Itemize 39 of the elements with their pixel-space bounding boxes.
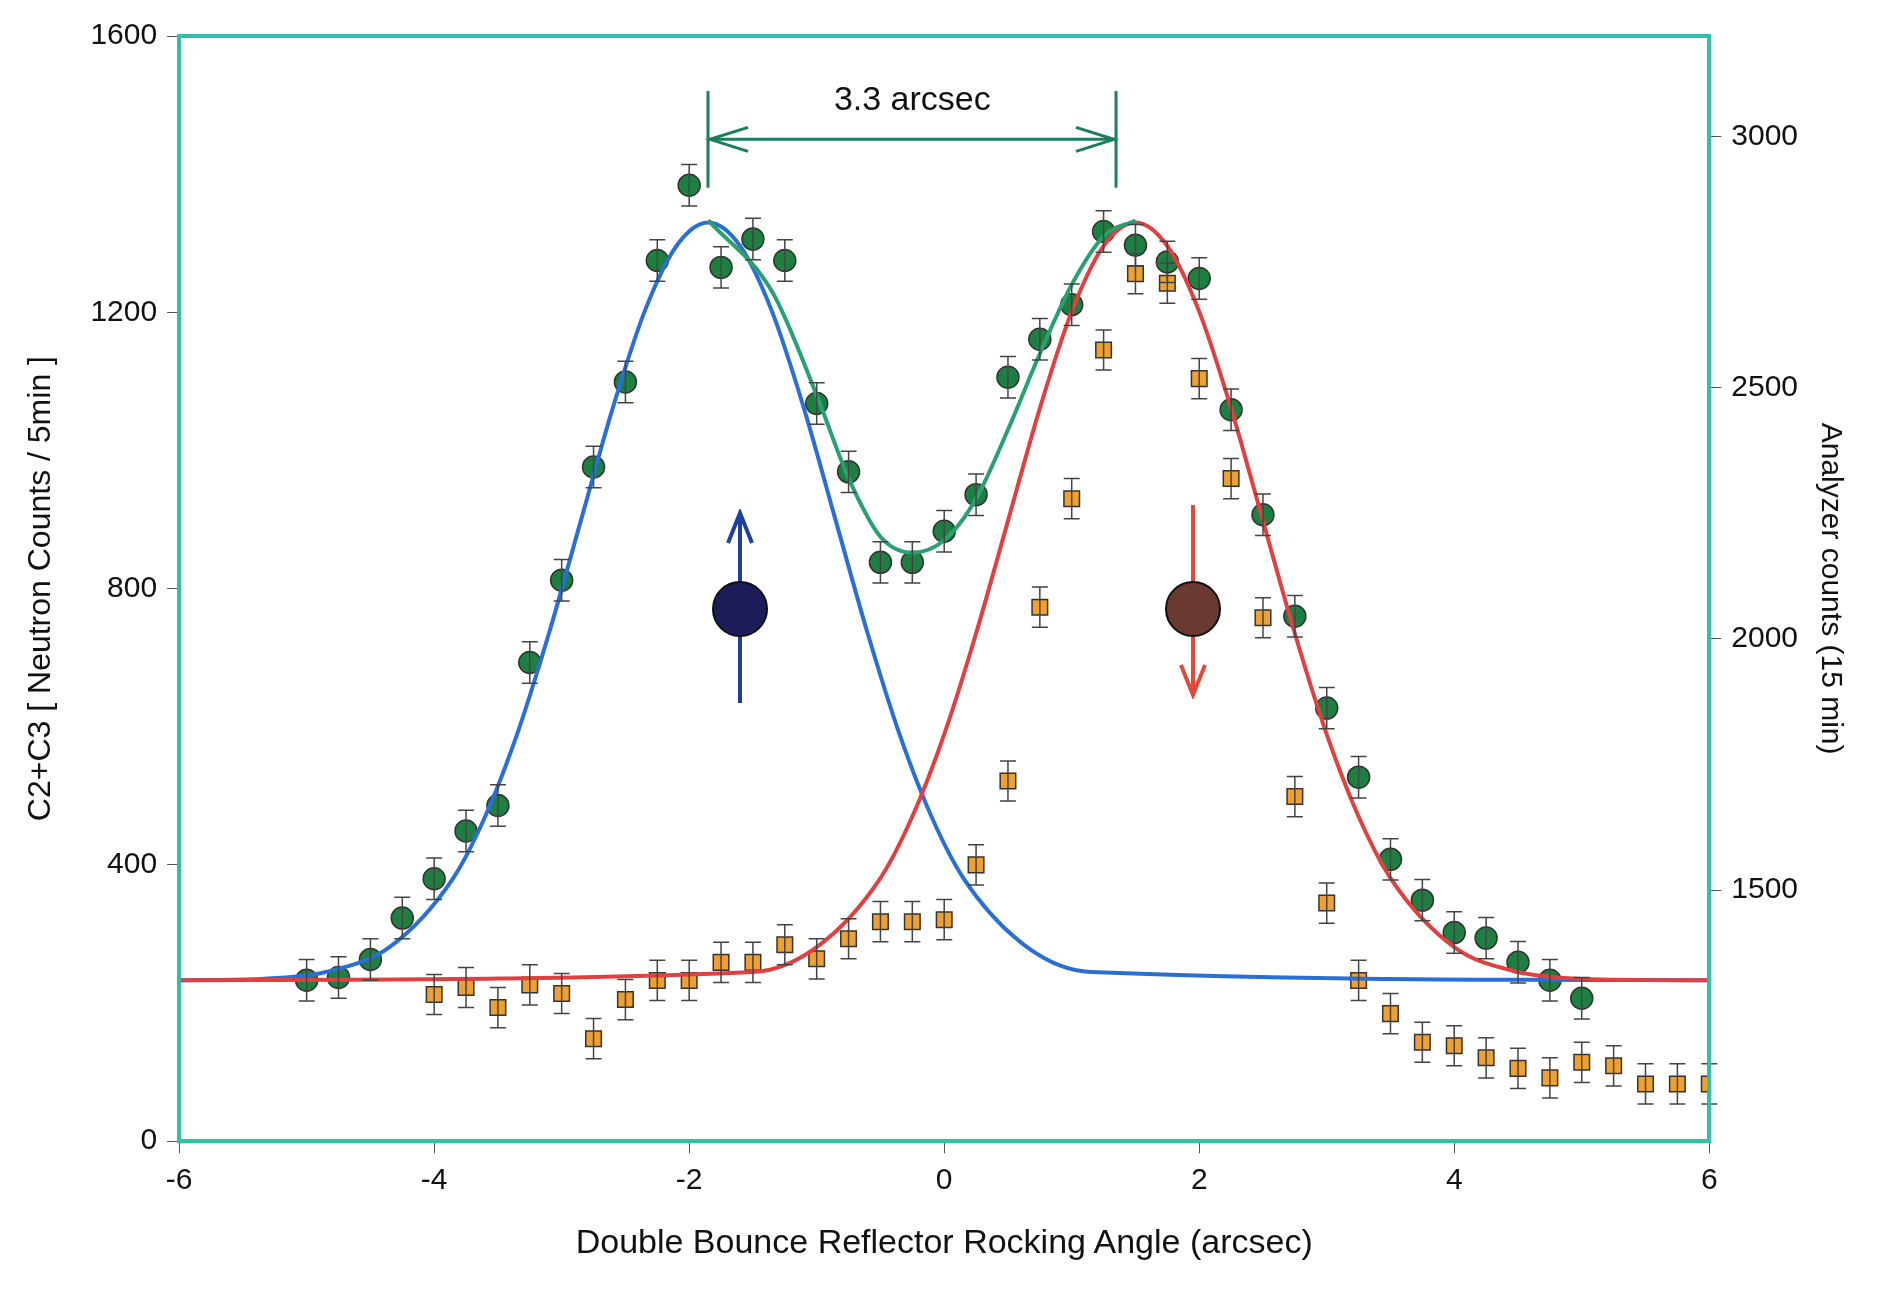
y-tick-label: 1200 (90, 293, 158, 327)
point (585, 1030, 603, 1048)
y-tick-label: 800 (107, 569, 158, 603)
point (1318, 894, 1336, 912)
point (1410, 888, 1435, 912)
y-axis-title: C2+C3 [ Neutron Counts / 5min ] (21, 356, 58, 822)
point (390, 906, 415, 930)
point (868, 550, 893, 575)
y-tick-label: 1600 (90, 17, 158, 51)
point (871, 913, 889, 931)
x-tick-label: 2 (1190, 1162, 1208, 1196)
annotation: 3.3 arcsec (833, 78, 991, 117)
point (1668, 1075, 1686, 1093)
x-tick-label: -6 (165, 1162, 193, 1196)
y2-tick-label: 2500 (1731, 368, 1799, 402)
y2-tick-label: 1500 (1731, 871, 1799, 905)
point (1123, 233, 1148, 258)
x-axis-title: Double Bounce Reflector Rocking Angle (arcsec) (575, 1221, 1313, 1260)
x-tick-label: -4 (420, 1162, 448, 1196)
point (1346, 765, 1371, 789)
x-tick-label: 4 (1445, 1162, 1463, 1196)
y2-axis-title: Analyzer counts (15 min) (1815, 422, 1849, 755)
point (1605, 1057, 1623, 1075)
point (1063, 490, 1081, 508)
point (616, 991, 634, 1009)
point (553, 984, 571, 1003)
x-tick-label: 0 (935, 1162, 953, 1196)
y-tick-label: 0 (140, 1122, 158, 1156)
line-series (706, 218, 1138, 555)
y2-tick-label: 3000 (1731, 117, 1799, 151)
y-tick-label: 400 (107, 846, 158, 880)
x-tick-label: 6 (1700, 1162, 1718, 1196)
point (903, 913, 921, 931)
x-tick-label: -2 (675, 1162, 703, 1196)
point (1381, 1005, 1400, 1023)
point (840, 930, 858, 948)
y2-tick-label: 2000 (1731, 620, 1799, 654)
point (1095, 341, 1113, 359)
point (1413, 1033, 1431, 1051)
